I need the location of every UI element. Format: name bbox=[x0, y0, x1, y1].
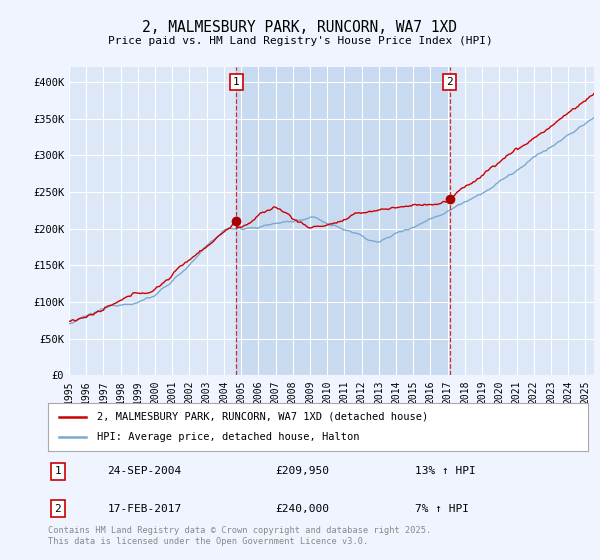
Text: 2, MALMESBURY PARK, RUNCORN, WA7 1XD: 2, MALMESBURY PARK, RUNCORN, WA7 1XD bbox=[143, 20, 458, 35]
Text: 1: 1 bbox=[233, 77, 240, 87]
Text: Price paid vs. HM Land Registry's House Price Index (HPI): Price paid vs. HM Land Registry's House … bbox=[107, 36, 493, 46]
Text: Contains HM Land Registry data © Crown copyright and database right 2025.
This d: Contains HM Land Registry data © Crown c… bbox=[48, 526, 431, 546]
Bar bbox=[236, 67, 450, 375]
Text: £209,950: £209,950 bbox=[275, 466, 329, 476]
Text: 2: 2 bbox=[446, 77, 453, 87]
Text: 2, MALMESBURY PARK, RUNCORN, WA7 1XD (detached house): 2, MALMESBURY PARK, RUNCORN, WA7 1XD (de… bbox=[97, 412, 428, 422]
Text: 24-SEP-2004: 24-SEP-2004 bbox=[107, 466, 182, 476]
Text: 2: 2 bbox=[55, 504, 61, 514]
Text: 7% ↑ HPI: 7% ↑ HPI bbox=[415, 504, 469, 514]
Text: 13% ↑ HPI: 13% ↑ HPI bbox=[415, 466, 476, 476]
Text: 17-FEB-2017: 17-FEB-2017 bbox=[107, 504, 182, 514]
Text: 1: 1 bbox=[55, 466, 61, 476]
Text: HPI: Average price, detached house, Halton: HPI: Average price, detached house, Halt… bbox=[97, 432, 359, 442]
Text: £240,000: £240,000 bbox=[275, 504, 329, 514]
